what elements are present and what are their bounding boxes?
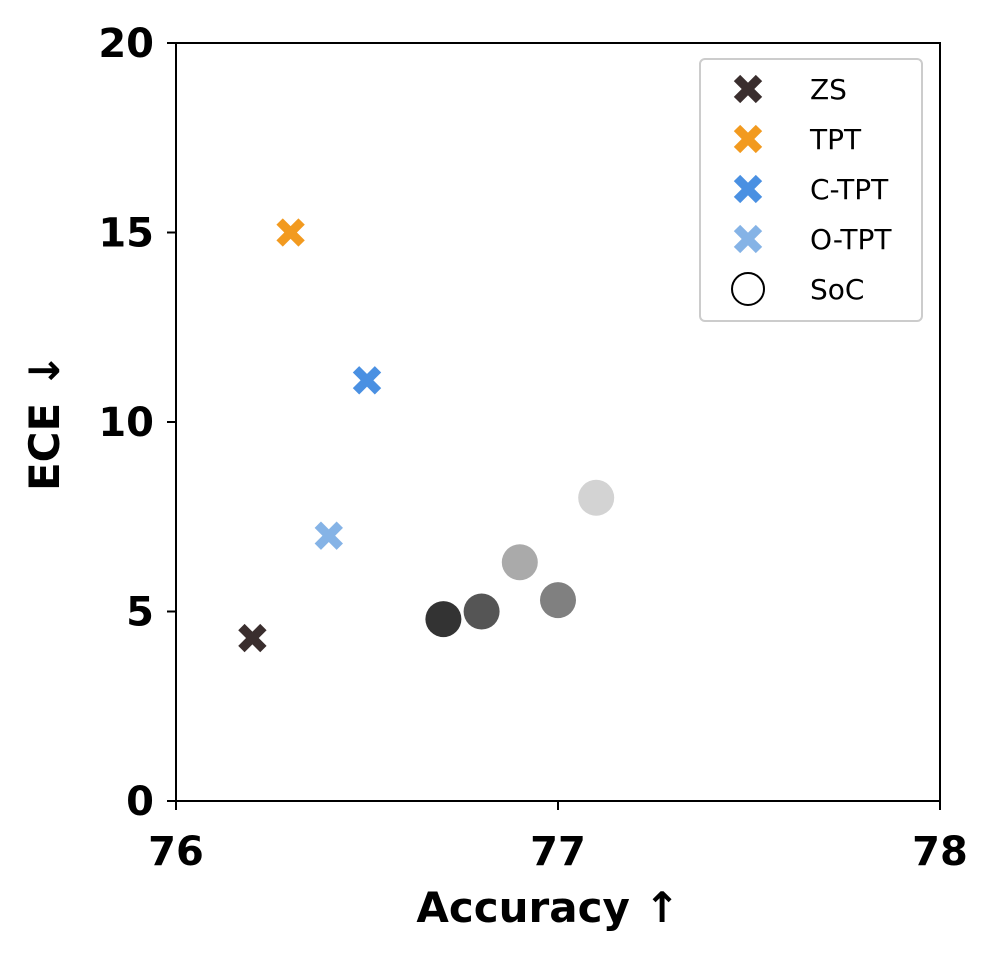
y-tick-label: 5 bbox=[126, 590, 154, 636]
point-tpt bbox=[276, 218, 305, 247]
legend-label: SoC bbox=[810, 273, 864, 306]
y-tick-label: 15 bbox=[98, 211, 154, 257]
y-axis-label: ECE ↓ bbox=[20, 353, 69, 491]
point-soc bbox=[425, 601, 462, 638]
legend-marker bbox=[733, 124, 763, 154]
legend-label: C-TPT bbox=[810, 173, 889, 206]
plot-frame bbox=[175, 42, 941, 802]
y-tick-label: 10 bbox=[98, 400, 154, 446]
point-soc bbox=[501, 544, 538, 581]
point-zs bbox=[238, 623, 267, 653]
legend-marker bbox=[731, 272, 765, 306]
x-tick-label: 76 bbox=[148, 829, 204, 875]
legend-label: ZS bbox=[810, 73, 847, 106]
data-points bbox=[238, 218, 615, 653]
y-tick-label: 20 bbox=[98, 21, 154, 67]
point-o-tpt bbox=[314, 521, 343, 550]
point-soc bbox=[578, 479, 615, 516]
legend-box bbox=[699, 58, 923, 322]
y-tick-label: 0 bbox=[126, 779, 154, 825]
point-soc bbox=[463, 593, 500, 630]
legend-label: O-TPT bbox=[810, 223, 892, 256]
x-axis: 76 77 78 bbox=[148, 801, 968, 875]
legend-marker bbox=[733, 224, 763, 254]
x-tick-label: 78 bbox=[912, 829, 968, 875]
legend-marker bbox=[733, 74, 763, 104]
point-c-tpt bbox=[352, 366, 382, 395]
y-axis: 0 5 10 15 20 bbox=[98, 21, 176, 825]
point-soc bbox=[540, 582, 576, 619]
legend: ZS TPT C-TPT O-TPT SoC bbox=[699, 58, 923, 322]
x-tick-label: 77 bbox=[530, 829, 586, 875]
legend-marker bbox=[733, 174, 763, 204]
legend-label: TPT bbox=[809, 123, 862, 156]
x-axis-label: Accuracy ↑ bbox=[416, 883, 679, 932]
